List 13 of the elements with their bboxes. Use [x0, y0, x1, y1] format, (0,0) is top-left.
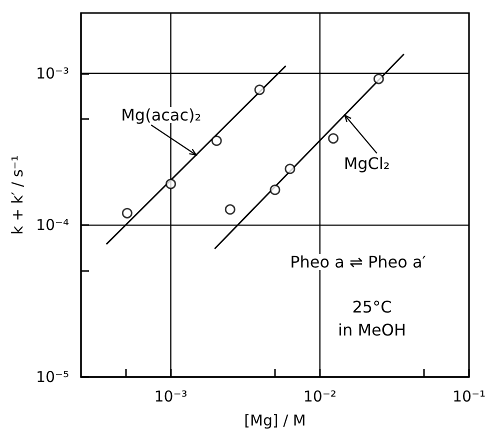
annotation: 25°C	[352, 298, 392, 316]
x-tick-label: 10⁻¹	[452, 388, 486, 406]
y-axis-title: k + k′ / s⁻¹	[8, 155, 27, 235]
x-tick-label: 10⁻²	[303, 388, 336, 406]
annotation: Pheo a ⇌ Pheo a′	[290, 252, 426, 272]
x-axis-title: [Mg] / M	[244, 412, 306, 430]
annotation: in MeOH	[338, 320, 406, 340]
annotation: MgCl₂	[344, 154, 390, 173]
y-tick-label: 10⁻³	[36, 64, 69, 82]
x-tick-label: 10⁻³	[154, 388, 188, 406]
annotation: Mg(acac)₂	[121, 106, 202, 125]
y-tick-label: 10⁻⁴	[36, 216, 69, 234]
y-tick-label: 10⁻⁵	[36, 368, 69, 386]
